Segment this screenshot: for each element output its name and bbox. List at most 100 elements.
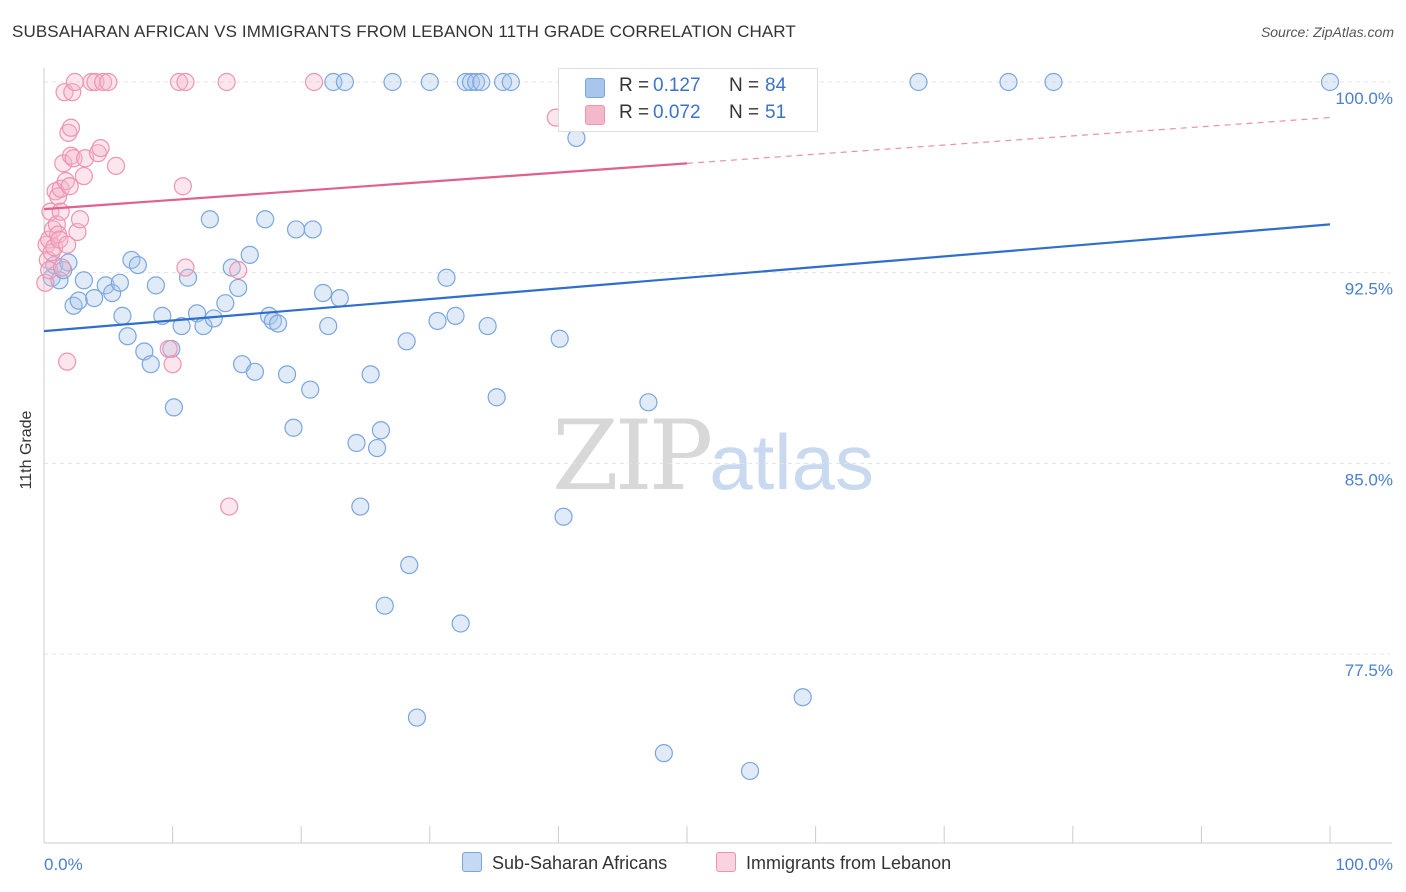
point-sub-saharan xyxy=(428,311,447,331)
stats-row-lebanon: R = 0.072 N = 51 xyxy=(559,101,817,127)
point-sub-saharan xyxy=(494,72,513,92)
point-sub-saharan xyxy=(286,220,306,239)
y-tick-label: 85.0% xyxy=(1345,470,1393,489)
point-lebanon xyxy=(54,154,73,173)
point-lebanon xyxy=(176,258,195,277)
point-lebanon xyxy=(176,72,195,92)
point-lebanon xyxy=(60,177,79,196)
watermark-atlas: atlas xyxy=(709,418,874,506)
point-lebanon xyxy=(88,144,108,163)
point-sub-saharan xyxy=(240,245,259,264)
point-sub-saharan xyxy=(268,314,288,333)
point-sub-saharan xyxy=(1320,72,1340,92)
source-label: Source: ZipAtlas.com xyxy=(1260,24,1394,40)
point-sub-saharan xyxy=(371,421,391,440)
series-legend: Sub-Saharan Africans Immigrants from Leb… xyxy=(0,852,1406,878)
point-sub-saharan xyxy=(740,761,760,781)
point-sub-saharan xyxy=(472,72,491,92)
point-lebanon xyxy=(70,210,90,229)
point-sub-saharan xyxy=(793,688,812,707)
point-lebanon xyxy=(58,235,77,254)
point-lebanon xyxy=(58,352,77,371)
point-sub-saharan xyxy=(277,365,297,384)
y-tick-label: 100.0% xyxy=(1335,89,1393,108)
point-lebanon xyxy=(52,258,72,277)
r-value: 0.072 xyxy=(653,102,701,123)
point-sub-saharan xyxy=(451,614,470,633)
point-lebanon xyxy=(169,72,189,92)
point-sub-saharan xyxy=(550,329,569,348)
legend-item-sub-saharan[interactable]: Sub-Saharan Africans xyxy=(462,852,667,874)
legend-swatch-blue xyxy=(585,78,605,98)
point-sub-saharan xyxy=(103,283,122,303)
point-sub-saharan xyxy=(461,72,481,92)
point-lebanon xyxy=(59,123,78,142)
point-sub-saharan xyxy=(400,555,419,575)
point-sub-saharan xyxy=(164,398,183,417)
watermark-zip: ZIP xyxy=(552,400,713,512)
point-lebanon xyxy=(217,72,236,92)
point-lebanon xyxy=(61,146,81,165)
point-sub-saharan xyxy=(301,380,320,399)
point-sub-saharan xyxy=(909,72,928,92)
y-tick-label: 77.5% xyxy=(1345,661,1393,680)
point-sub-saharan xyxy=(172,316,191,336)
point-lebanon xyxy=(163,355,182,374)
point-sub-saharan xyxy=(319,316,338,336)
point-lebanon xyxy=(99,72,118,92)
point-lebanon xyxy=(65,72,84,92)
point-sub-saharan xyxy=(456,72,475,92)
point-lebanon xyxy=(106,156,126,175)
point-sub-saharan xyxy=(351,497,370,516)
point-sub-saharan xyxy=(375,596,394,615)
point-sub-saharan xyxy=(96,276,115,295)
y-axis-label-box: 11th Grade xyxy=(12,380,42,520)
trendline-lebanon xyxy=(43,162,688,211)
point-sub-saharan xyxy=(478,316,497,336)
point-lebanon xyxy=(159,339,178,359)
point-sub-saharan xyxy=(128,255,147,275)
point-sub-saharan xyxy=(200,210,219,229)
n-label: N = xyxy=(729,102,760,123)
stats-legend: R = 0.127 N = 84 R = 0.072 N = 51 xyxy=(558,68,818,132)
r-value: 0.127 xyxy=(653,75,701,96)
point-sub-saharan xyxy=(146,276,165,295)
point-sub-saharan xyxy=(284,418,303,437)
point-sub-saharan xyxy=(313,283,333,303)
point-lebanon xyxy=(51,202,70,221)
point-sub-saharan xyxy=(303,220,322,239)
point-sub-saharan xyxy=(437,268,456,287)
point-sub-saharan xyxy=(1044,72,1063,92)
point-lebanon xyxy=(74,166,93,186)
point-sub-saharan xyxy=(113,306,132,325)
point-sub-saharan xyxy=(639,393,658,412)
point-sub-saharan xyxy=(347,433,366,453)
x-tick-label: 0.0% xyxy=(44,855,83,874)
stats-row-sub-saharan: R = 0.127 N = 84 xyxy=(559,74,817,100)
y-tick-label: 92.5% xyxy=(1345,280,1393,299)
point-sub-saharan xyxy=(85,288,104,308)
point-lebanon xyxy=(86,72,105,92)
point-sub-saharan xyxy=(367,438,387,458)
point-sub-saharan xyxy=(216,294,235,313)
n-value: 51 xyxy=(765,102,787,123)
legend-item-lebanon[interactable]: Immigrants from Lebanon xyxy=(716,852,951,874)
legend-label: Sub-Saharan Africans xyxy=(492,853,668,873)
legend-label: Immigrants from Lebanon xyxy=(746,853,952,873)
point-sub-saharan xyxy=(335,72,355,92)
point-sub-saharan xyxy=(361,365,380,384)
point-sub-saharan xyxy=(487,388,506,407)
point-sub-saharan xyxy=(446,306,465,325)
point-lebanon xyxy=(173,177,192,196)
point-sub-saharan xyxy=(383,72,402,92)
point-lebanon xyxy=(91,138,110,158)
legend-swatch-pink xyxy=(716,852,736,872)
n-label: N = xyxy=(729,75,760,96)
point-sub-saharan xyxy=(69,291,88,310)
point-lebanon xyxy=(94,72,113,92)
trendline-lebanon-extension xyxy=(686,116,1331,164)
point-lebanon xyxy=(229,261,248,280)
point-sub-saharan xyxy=(330,288,349,308)
r-label: R = xyxy=(619,75,650,96)
